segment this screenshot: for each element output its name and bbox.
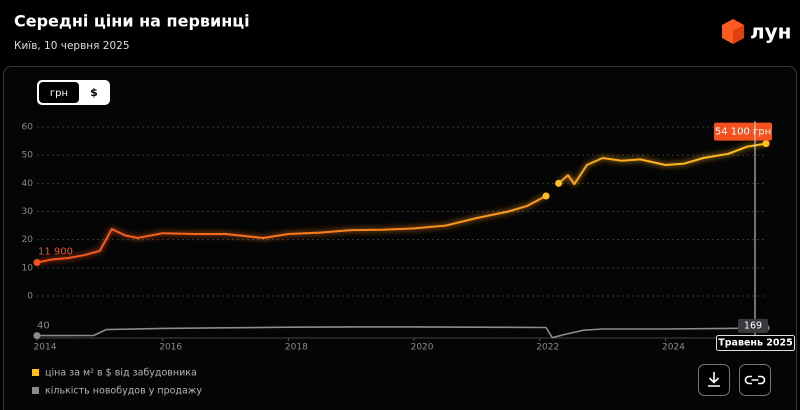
download-button[interactable] (698, 364, 730, 396)
legend-label: кількість новобудов у продажу (45, 386, 202, 397)
currency-toggle[interactable]: грн $ (37, 80, 110, 105)
point (542, 192, 550, 200)
value-label-box (738, 318, 768, 333)
link-icon (744, 375, 766, 385)
y-tick-label: 20 (22, 235, 34, 245)
toggle-active[interactable] (39, 82, 79, 103)
value-label: 11 900 (38, 246, 73, 257)
y-tick-label: 0 (27, 292, 33, 302)
point (33, 332, 41, 340)
x-tick-label: 2024 (662, 343, 685, 353)
x-tick-label: 2018 (285, 343, 308, 353)
legend-label: ціна за м² в $ від забудовника (45, 368, 197, 379)
y-tick-label: 40 (22, 179, 34, 189)
tooltip-date: Травень 2025 (718, 338, 792, 349)
value-label-box (714, 122, 772, 141)
x-tick-label: 2014 (34, 343, 57, 353)
toggle-option[interactable]: $ (90, 86, 98, 99)
y-tick-label: 60 (22, 123, 34, 133)
tooltip-box (716, 335, 795, 351)
series-line (37, 326, 767, 339)
y-tick-label: 30 (22, 207, 34, 217)
value-label: 169 (744, 320, 762, 331)
logo-text: лун (750, 20, 792, 44)
chart: 0 10 20 30 40 50 60 2014 2016 2018 2020 2022 2024 11 … (22, 121, 795, 397)
subtitle: Київ, 10 червня 2025 (14, 40, 130, 52)
toggle-option[interactable]: грн (50, 88, 68, 99)
x-tick-label: 2022 (536, 343, 559, 353)
y-tick-label: 10 (22, 263, 34, 273)
value-label: 54 100 грн (715, 127, 771, 138)
point (555, 179, 563, 187)
point (33, 258, 41, 266)
legend-swatch (32, 369, 39, 376)
download-icon (708, 372, 720, 387)
x-tick-label: 2016 (159, 343, 182, 353)
x-tick-label: 2020 (411, 343, 434, 353)
chart-panel (3, 66, 797, 410)
value-label: 40 (37, 321, 50, 332)
logo[interactable]: лун (722, 19, 792, 44)
point (762, 140, 770, 148)
y-tick-label: 50 (22, 151, 34, 161)
logo-icon-side (733, 25, 744, 44)
legend-swatch (32, 387, 39, 394)
title: Середні ціни на первинці (14, 12, 250, 31)
series-line (36, 142, 767, 264)
link-button[interactable] (739, 364, 771, 396)
